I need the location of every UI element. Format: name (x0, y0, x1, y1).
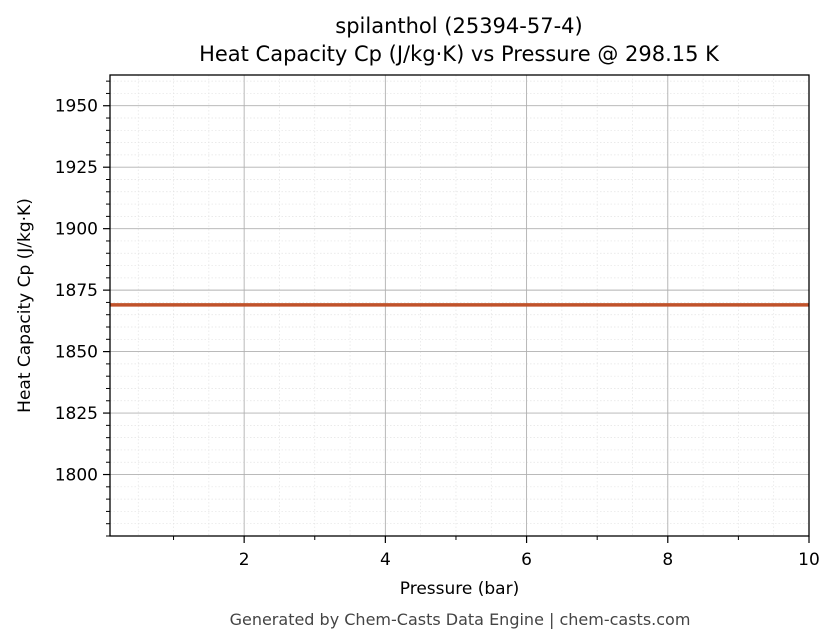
x-axis-ticks: 2 4 6 8 10 (173, 536, 820, 570)
plot-area-frame (109, 74, 810, 537)
minor-grid (110, 75, 809, 537)
y-tick-label: 1925 (55, 158, 98, 178)
y-tick-label: 1900 (55, 220, 98, 240)
x-tick-label: 2 (239, 550, 250, 570)
y-tick-label: 1800 (55, 466, 98, 486)
y-tick-label: 1875 (55, 281, 98, 301)
major-grid (110, 75, 810, 536)
x-tick-label: 4 (380, 550, 391, 570)
chart-title: spilanthol (25394-57-4) (335, 14, 582, 38)
x-tick-label: 6 (521, 550, 532, 570)
x-tick-label: 10 (798, 550, 820, 570)
chart-subtitle: Heat Capacity Cp (J/kg·K) vs Pressure @ … (199, 42, 720, 66)
y-axis-label: Heat Capacity Cp (J/kg·K) (15, 198, 35, 413)
x-tick-label: 8 (662, 550, 673, 570)
y-tick-label: 1950 (55, 97, 98, 117)
x-axis-label: Pressure (bar) (400, 579, 519, 599)
y-tick-label: 1850 (55, 343, 98, 363)
y-axis-ticks: 1800 1825 1850 1875 1900 1925 1950 (55, 80, 110, 537)
footer-credit: Generated by Chem-Casts Data Engine | ch… (230, 610, 691, 629)
y-tick-label: 1825 (55, 404, 98, 424)
